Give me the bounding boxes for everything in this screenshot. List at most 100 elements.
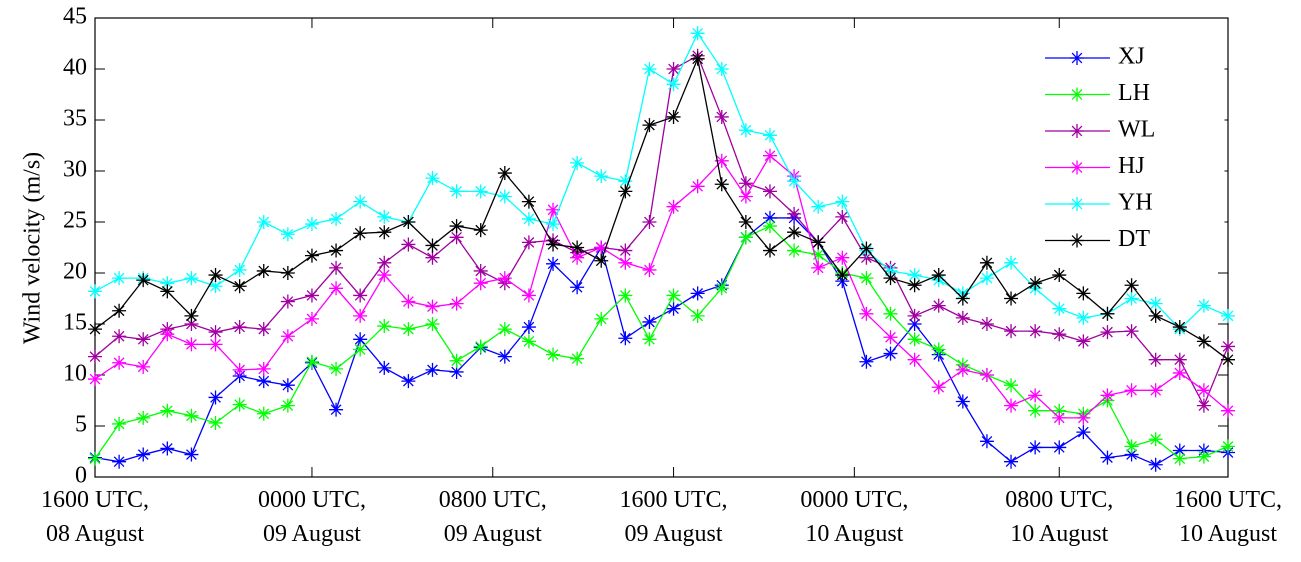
series-marker [859,354,874,369]
series-marker [160,284,175,299]
series-marker [979,271,994,286]
series-marker [208,325,223,340]
series-marker [280,398,295,413]
series-marker [787,225,802,240]
series-marker [329,402,344,417]
series-marker [738,215,753,229]
series-marker [256,361,271,376]
series-marker [1124,291,1139,306]
series-marker [208,390,223,405]
series-marker [907,317,922,331]
series-marker [304,354,319,369]
series-marker [979,317,994,331]
series-marker [1148,383,1163,398]
series-marker [280,329,295,344]
series-marker [425,299,440,314]
x-tick-label: 10 August [1179,521,1277,547]
series-marker [232,397,247,412]
series-marker [835,250,850,265]
series-marker [1124,278,1139,293]
x-tick-label: 09 August [444,521,542,547]
series-marker [835,209,850,224]
series-marker [1004,255,1019,270]
series-marker [208,415,223,430]
series-marker [449,364,464,379]
series-marker [1196,334,1211,349]
series-marker [762,243,777,258]
series-marker [377,255,392,270]
series-marker [1052,410,1067,425]
series-marker [570,351,585,366]
series-marker [88,284,102,299]
series-marker [497,189,512,204]
series-marker [1221,308,1235,323]
series-marker [546,217,561,232]
series-marker [1148,308,1163,323]
series-marker [762,148,777,163]
series-marker [329,361,344,376]
series-marker [160,441,175,456]
series-marker [1076,286,1091,301]
series-marker [401,215,416,229]
series-marker [497,322,512,337]
series-marker [160,276,175,291]
series-marker [1172,352,1187,367]
series-marker [184,308,199,323]
series-marker [618,243,633,258]
series-marker [1004,454,1019,469]
series-marker [690,51,705,66]
series-marker [232,279,247,294]
series-marker [955,310,970,325]
series-marker [1221,339,1235,354]
x-tick-label: 0000 UTC, [258,487,366,513]
series-marker [570,155,585,170]
series-marker [762,128,777,143]
series-marker [979,368,994,382]
series-marker [1196,398,1211,413]
series-marker [184,447,199,462]
series-marker [1028,276,1043,291]
series-marker [1052,327,1067,342]
series-marker [787,206,802,221]
series-marker [1004,291,1019,306]
series-marker [112,355,127,370]
series-marker [377,319,392,334]
series-marker [473,263,488,278]
series-marker [1076,310,1091,325]
series-marker [931,298,946,313]
series-marker [1221,439,1235,454]
series-marker [401,294,416,309]
series-marker [666,199,681,214]
series-marker [1124,324,1139,339]
series-marker [521,235,536,250]
series-marker [690,26,705,41]
series-marker [1028,403,1043,418]
series-marker [907,268,922,283]
series-marker [473,276,488,291]
series-marker [353,308,368,323]
series-marker [955,291,970,306]
series-marker [714,109,729,124]
series-marker [1076,334,1091,349]
x-tick-label: 10 August [1010,521,1108,547]
series-marker [473,223,488,238]
series-marker [642,118,657,133]
series-marker [112,416,127,431]
series-marker [88,451,102,466]
series-marker [184,271,199,286]
series-marker [401,237,416,252]
series-marker [883,263,898,278]
series-marker [473,184,488,199]
series-marker [546,256,561,271]
series-marker [1124,383,1139,398]
series-marker [546,202,561,217]
series-marker [907,332,922,347]
series-marker [449,296,464,311]
series-marker [738,123,753,138]
series-marker [208,337,223,352]
series-marker [714,62,729,76]
series-marker [473,339,488,354]
series-marker [425,171,440,186]
x-tick-label: 08 August [46,521,144,547]
series-marker [136,332,151,347]
